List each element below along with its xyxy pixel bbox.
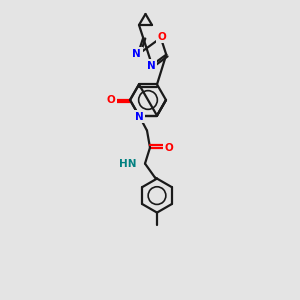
- Text: O: O: [106, 95, 116, 105]
- Text: N: N: [147, 61, 155, 71]
- Text: N: N: [135, 112, 143, 122]
- Text: O: O: [158, 32, 166, 42]
- Text: N: N: [132, 49, 141, 58]
- Text: O: O: [165, 142, 173, 153]
- Text: HN: HN: [119, 159, 137, 169]
